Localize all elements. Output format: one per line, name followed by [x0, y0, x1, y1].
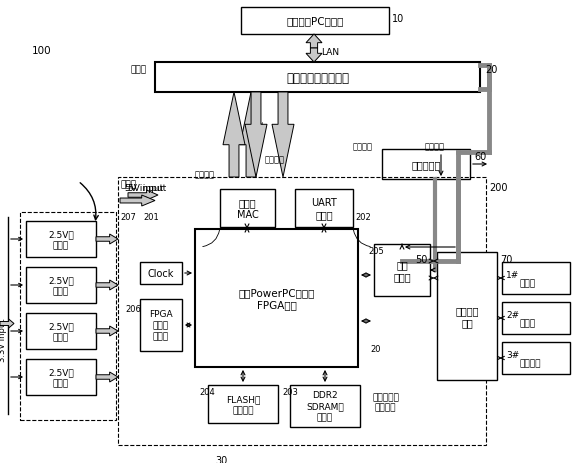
Text: 203: 203 [282, 387, 298, 396]
Text: Rs422: Rs422 [258, 119, 264, 140]
Bar [208, 385, 278, 423]
Text: 并口
控制器: 并口 控制器 [393, 259, 411, 282]
Text: 204: 204 [199, 387, 215, 396]
Text: 以太网
MAC: 以太网 MAC [237, 197, 259, 220]
Text: 30: 30 [215, 455, 228, 463]
Text: 下位机: 下位机 [120, 180, 136, 188]
Text: 用户控制计算机模块: 用户控制计算机模块 [286, 71, 349, 84]
Text: DDR2
SDRAM内
存模块: DDR2 SDRAM内 存模块 [306, 391, 344, 422]
Text: 201: 201 [143, 213, 159, 221]
Text: 20: 20 [370, 344, 381, 353]
Polygon shape [223, 93, 245, 178]
Text: 回传数据: 回传数据 [195, 169, 215, 179]
Text: 70: 70 [500, 255, 513, 264]
Text: 2.5V电
源转换: 2.5V电 源转换 [48, 321, 74, 341]
Bar [502, 342, 570, 374]
Text: 2.5V电
源转换: 2.5V电 源转换 [48, 275, 74, 295]
Bar [26, 221, 96, 257]
Text: 2#: 2# [506, 310, 519, 319]
Text: FLASH控
制器模块: FLASH控 制器模块 [226, 394, 260, 414]
Text: 3#: 3# [506, 350, 519, 359]
Text: 20: 20 [485, 65, 497, 75]
Text: 5V input: 5V input [125, 184, 163, 193]
Polygon shape [245, 93, 267, 178]
Bar [295, 189, 353, 227]
Bar [502, 263, 570, 294]
Text: 50: 50 [415, 255, 427, 264]
Bar [241, 8, 389, 35]
Text: LAN: LAN [321, 48, 339, 57]
Text: 衰减器: 衰减器 [520, 319, 536, 327]
Bar [26, 268, 96, 303]
Text: 200: 200 [489, 182, 507, 193]
Bar [140, 263, 182, 284]
Text: 205: 205 [368, 246, 384, 256]
Text: 10: 10 [392, 14, 404, 24]
Text: 206: 206 [125, 304, 141, 313]
Bar [140, 300, 182, 351]
Polygon shape [128, 191, 158, 200]
Text: 内嵊PowerPC硬核的
FPGA芯片: 内嵊PowerPC硬核的 FPGA芯片 [238, 287, 314, 310]
Text: 1#: 1# [506, 270, 519, 279]
Bar [220, 189, 275, 227]
Text: 100: 100 [32, 46, 52, 56]
Polygon shape [306, 35, 322, 49]
Bar [26, 359, 96, 395]
Text: FPGA
配置电
路模块: FPGA 配置电 路模块 [149, 310, 173, 341]
Text: 207: 207 [120, 213, 136, 221]
Text: 上位机: 上位机 [131, 65, 147, 74]
Text: 5V input: 5V input [128, 184, 166, 193]
Polygon shape [96, 281, 118, 290]
Text: 3.3V input: 3.3V input [0, 317, 6, 361]
Bar [382, 150, 470, 180]
Text: 2.5V电
源转换: 2.5V电 源转换 [48, 367, 74, 387]
Bar [502, 302, 570, 334]
Polygon shape [272, 93, 294, 178]
Polygon shape [306, 49, 322, 63]
Text: Clock: Clock [148, 269, 174, 278]
Text: 移相器: 移相器 [520, 278, 536, 288]
Bar [195, 230, 358, 367]
Text: 远程控制PC计算机: 远程控制PC计算机 [286, 17, 344, 26]
Bar [290, 385, 360, 427]
Text: 波形转换
电路: 波形转换 电路 [455, 305, 479, 327]
Text: 60: 60 [474, 152, 486, 162]
Polygon shape [120, 195, 155, 206]
Text: 2.5V电
源转换: 2.5V电 源转换 [48, 230, 74, 250]
Bar [437, 252, 497, 380]
Text: 控制命令: 控制命令 [353, 142, 373, 150]
Bar [118, 178, 486, 445]
Text: 信号驱动器: 信号驱动器 [411, 160, 441, 169]
Bar [26, 313, 96, 349]
Text: 202: 202 [355, 213, 371, 221]
Text: 故障回馈: 故障回馈 [425, 142, 445, 150]
Polygon shape [96, 326, 118, 336]
Polygon shape [0, 319, 14, 328]
Bar [374, 244, 430, 296]
Bar [20, 213, 116, 420]
Text: 控制命令: 控制命令 [265, 155, 285, 163]
Polygon shape [96, 234, 118, 244]
Bar [155, 63, 480, 93]
Text: 开关电路: 开关电路 [520, 358, 541, 367]
Polygon shape [240, 93, 262, 178]
Polygon shape [96, 372, 118, 382]
Text: UART
控制器: UART 控制器 [311, 197, 337, 220]
Text: 构建的嵊入
式计算机: 构建的嵊入 式计算机 [372, 392, 399, 412]
